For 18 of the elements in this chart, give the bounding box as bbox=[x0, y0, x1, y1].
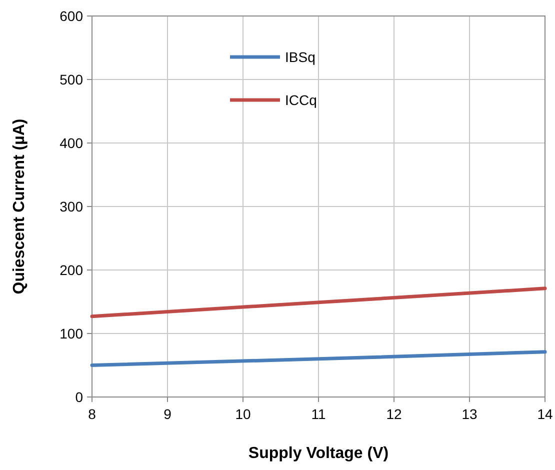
legend-label: IBSq bbox=[285, 48, 316, 65]
legend-label: ICCq bbox=[285, 92, 317, 108]
y-tick-label: 600 bbox=[60, 8, 84, 24]
x-tick-label: 14 bbox=[537, 406, 553, 422]
x-tick-label: 9 bbox=[164, 406, 172, 422]
y-tick-label: 0 bbox=[75, 388, 84, 405]
y-axis-title: Quiescent Current (µA) bbox=[11, 118, 28, 294]
y-tick-label: 400 bbox=[60, 134, 84, 151]
y-tick-label: 300 bbox=[60, 198, 84, 214]
y-tick-label: 500 bbox=[60, 71, 84, 88]
x-tick-label: 12 bbox=[386, 406, 402, 422]
y-tick-label: 200 bbox=[60, 262, 84, 278]
x-tick-label: 10 bbox=[235, 406, 251, 422]
x-tick-label: 8 bbox=[88, 406, 96, 422]
x-tick-label: 13 bbox=[462, 406, 478, 422]
x-axis-title: Supply Voltage (V) bbox=[248, 445, 389, 462]
y-tick-label: 100 bbox=[60, 325, 84, 342]
x-tick-label: 11 bbox=[311, 406, 326, 422]
